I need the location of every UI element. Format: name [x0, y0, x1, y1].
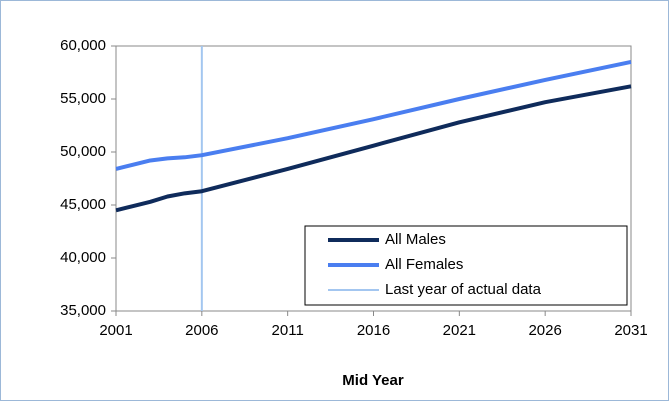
x-tick-label: 2011	[272, 322, 304, 339]
x-tick-label: 2031	[614, 322, 647, 339]
x-tick-label: 2006	[185, 322, 218, 339]
legend-label: All Males	[385, 231, 446, 248]
x-axis-label: Mid Year	[342, 372, 404, 389]
y-tick-label: 45,000	[60, 196, 106, 213]
x-tick-label: 2016	[357, 322, 390, 339]
legend-label: All Females	[385, 256, 463, 273]
series-line	[115, 59, 632, 171]
series-line	[115, 84, 632, 213]
y-tick-label: 50,000	[60, 143, 106, 160]
y-tick-label: 35,000	[60, 302, 106, 319]
x-tick-label: 2021	[443, 322, 476, 339]
legend-label: Last year of actual data	[385, 281, 542, 298]
y-tick-label: 40,000	[60, 249, 106, 266]
y-tick-label: 55,000	[60, 90, 106, 107]
x-tick-label: 2001	[99, 322, 132, 339]
y-tick-label: 60,000	[60, 37, 106, 54]
x-tick-label: 2026	[528, 322, 561, 339]
